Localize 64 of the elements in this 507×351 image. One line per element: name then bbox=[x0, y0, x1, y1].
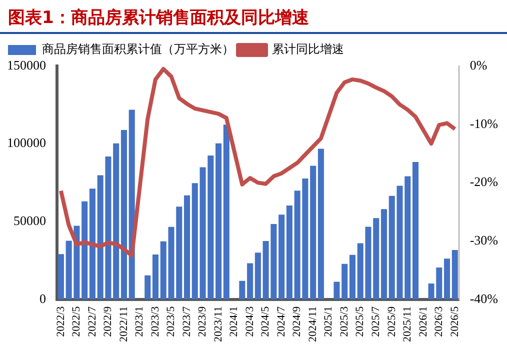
bar bbox=[286, 206, 292, 300]
bar bbox=[120, 130, 127, 300]
y2-tick-label: -30% bbox=[470, 232, 498, 248]
bar bbox=[144, 275, 151, 300]
bar bbox=[223, 124, 230, 300]
x-tick-label: 2024/5 bbox=[260, 306, 272, 337]
x-tick-label: 2025/11 bbox=[402, 306, 414, 342]
bar bbox=[247, 263, 254, 300]
bar bbox=[89, 188, 96, 300]
x-tick-label: 2023/1 bbox=[134, 306, 146, 337]
y2-tick-label: -10% bbox=[470, 116, 498, 131]
bar bbox=[452, 250, 458, 300]
bar bbox=[278, 214, 285, 300]
bar bbox=[152, 254, 159, 300]
x-tick-label: 2026/3 bbox=[433, 306, 446, 337]
x-tick-label: 2023/3 bbox=[149, 306, 162, 337]
bar bbox=[184, 195, 190, 300]
x-tick-label: 2024/1 bbox=[228, 306, 240, 337]
bar bbox=[82, 201, 88, 300]
bar bbox=[216, 143, 222, 300]
x-tick-label: 2023/9 bbox=[196, 306, 209, 337]
x-tick-label: 2025/9 bbox=[386, 306, 398, 337]
x-tick-label: 2022/3 bbox=[54, 306, 67, 337]
bar bbox=[192, 183, 198, 300]
y2-tick-label: -40% bbox=[470, 290, 498, 306]
x-tick-label: 2023/11 bbox=[212, 306, 224, 342]
y-tick-label: 50000 bbox=[14, 212, 46, 228]
y-tick-label: 0 bbox=[40, 290, 46, 306]
x-tick-label: 2024/11 bbox=[306, 306, 319, 342]
legend-label: 累计同比增速 bbox=[272, 42, 344, 56]
x-tick-label: 2025/3 bbox=[338, 306, 350, 337]
bar bbox=[58, 254, 64, 300]
x-tick-label: 2023/7 bbox=[180, 306, 193, 337]
bar bbox=[113, 143, 120, 300]
bar bbox=[444, 258, 450, 300]
bar bbox=[239, 280, 246, 300]
y2-tick-label: 0% bbox=[470, 57, 488, 72]
x-tick-label: 2026/5 bbox=[448, 306, 461, 337]
legend-label: 商品房销售面积累计值（万平方米） bbox=[42, 42, 234, 56]
bar bbox=[310, 166, 316, 300]
y-tick-label: 150000 bbox=[7, 57, 46, 72]
x-tick-label: 2024/3 bbox=[244, 306, 256, 337]
bar bbox=[318, 148, 324, 300]
x-tick-label: 2025/7 bbox=[370, 306, 382, 337]
y-tick-label: 100000 bbox=[7, 135, 46, 150]
bar bbox=[342, 264, 348, 300]
x-tick-label: 2022/11 bbox=[118, 306, 130, 342]
bar bbox=[412, 162, 419, 300]
y2-tick-label: -20% bbox=[470, 174, 498, 190]
x-tick-label: 2026/1 bbox=[417, 306, 430, 337]
bar bbox=[334, 282, 340, 300]
x-tick-label: 2022/5 bbox=[70, 306, 83, 337]
chart-title: 图表1：商品房累计销售面积及同比增速 bbox=[0, 0, 507, 34]
bar bbox=[380, 209, 388, 300]
bar bbox=[349, 254, 356, 300]
x-tick-label: 2025/5 bbox=[354, 306, 366, 337]
bar bbox=[373, 218, 380, 300]
x-tick-label: 2022/7 bbox=[86, 306, 98, 337]
x-tick-label: 2024/7 bbox=[275, 306, 288, 337]
x-tick-label: 2023/5 bbox=[165, 306, 178, 337]
x-tick-label: 2025/1 bbox=[322, 306, 335, 337]
x-tick-label: 2022/9 bbox=[102, 306, 114, 337]
bar bbox=[254, 252, 261, 300]
x-tick-label: 2024/9 bbox=[291, 306, 304, 337]
